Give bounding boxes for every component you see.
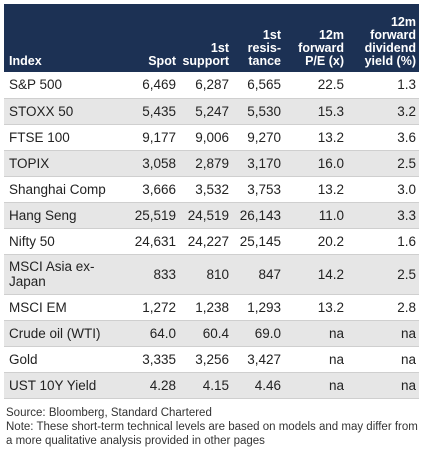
cell-index-name: Crude oil (WTI) <box>4 320 127 347</box>
cell-forward-pe: 13.2 <box>284 124 347 151</box>
header-spot: Spot <box>148 54 176 68</box>
cell-index-name: Hang Seng <box>4 202 127 229</box>
table-row: FTSE 100 9,177 9,006 9,270 13.2 3.6 <box>4 124 419 151</box>
table-row: Hang Seng 25,519 24,519 26,143 11.0 3.3 <box>4 202 419 229</box>
cell-first-support: 5,247 <box>179 98 232 125</box>
cell-first-support: 3,532 <box>179 176 232 203</box>
cell-spot: 9,177 <box>127 124 179 151</box>
cell-first-resistance: 3,170 <box>232 150 284 177</box>
cell-forward-dividend-yield: na <box>347 346 419 373</box>
header-forward-dividend-yield: 12m forward dividend yield (%) <box>364 15 416 68</box>
header-1st-resistance: 1st resis-tance <box>247 28 281 68</box>
cell-forward-dividend-yield: na <box>347 320 419 347</box>
cell-first-support: 3,256 <box>179 346 232 373</box>
header-index: Index <box>9 54 42 68</box>
cell-first-support: 9,006 <box>179 124 232 151</box>
cell-forward-pe: 20.2 <box>284 228 347 255</box>
cell-first-resistance: 5,530 <box>232 98 284 125</box>
cell-first-resistance: 3,427 <box>232 346 284 373</box>
cell-index-name: Shanghai Comp <box>4 176 127 203</box>
header-row: Index Spot 1st support 1st resis-tance 1… <box>4 4 419 72</box>
cell-index-name: STOXX 50 <box>4 98 127 125</box>
cell-first-support: 24,227 <box>179 228 232 255</box>
disclaimer-note: Note: These short-term technical levels … <box>6 421 418 447</box>
cell-spot: 24,631 <box>127 228 179 255</box>
cell-first-resistance: 4.46 <box>232 372 284 399</box>
cell-forward-pe: na <box>284 346 347 373</box>
cell-forward-pe: 14.2 <box>284 254 347 295</box>
cell-spot: 833 <box>127 254 179 295</box>
cell-first-support: 4.15 <box>179 372 232 399</box>
cell-index-name: MSCI Asia ex-Japan <box>4 254 127 295</box>
cell-first-resistance: 25,145 <box>232 228 284 255</box>
cell-first-support: 2,879 <box>179 150 232 177</box>
source-note: Source: Bloomberg, Standard Chartered <box>6 407 212 419</box>
table-row: Shanghai Comp 3,666 3,532 3,753 13.2 3.0 <box>4 176 419 203</box>
cell-first-resistance: 9,270 <box>232 124 284 151</box>
cell-forward-dividend-yield: 1.6 <box>347 228 419 255</box>
table-row: MSCI Asia ex-Japan 833 810 847 14.2 2.5 <box>4 254 419 295</box>
header-forward-pe: 12m forward P/E (x) <box>298 28 344 68</box>
cell-first-support: 24,519 <box>179 202 232 229</box>
cell-forward-dividend-yield: 3.2 <box>347 98 419 125</box>
cell-forward-dividend-yield: 3.6 <box>347 124 419 151</box>
table-row: S&P 500 6,469 6,287 6,565 22.5 1.3 <box>4 72 419 99</box>
index-levels-table: Index Spot 1st support 1st resis-tance 1… <box>4 4 419 399</box>
table-body: S&P 500 6,469 6,287 6,565 22.5 1.3 STOXX 50 5,4… <box>4 72 419 399</box>
table-row: Nifty 50 24,631 24,227 25,145 20.2 1.6 <box>4 228 419 255</box>
cell-forward-dividend-yield: 1.3 <box>347 72 419 99</box>
cell-forward-dividend-yield: 3.3 <box>347 202 419 229</box>
cell-spot: 4.28 <box>127 372 179 399</box>
header-1st-support: 1st support <box>182 41 229 68</box>
cell-index-name: S&P 500 <box>4 72 127 99</box>
table-row: UST 10Y Yield 4.28 4.15 4.46 na na <box>4 372 419 399</box>
cell-forward-pe: na <box>284 320 347 347</box>
table-row: Crude oil (WTI) 64.0 60.4 69.0 na na <box>4 320 419 347</box>
cell-index-name: Gold <box>4 346 127 373</box>
cell-forward-pe: 13.2 <box>284 294 347 321</box>
cell-first-support: 60.4 <box>179 320 232 347</box>
cell-spot: 5,435 <box>127 98 179 125</box>
cell-spot: 25,519 <box>127 202 179 229</box>
cell-spot: 3,058 <box>127 150 179 177</box>
cell-forward-dividend-yield: 3.0 <box>347 176 419 203</box>
cell-first-support: 810 <box>179 254 232 295</box>
table-row: STOXX 50 5,435 5,247 5,530 15.3 3.2 <box>4 98 419 125</box>
cell-spot: 64.0 <box>127 320 179 347</box>
cell-index-name: UST 10Y Yield <box>4 372 127 399</box>
cell-forward-dividend-yield: na <box>347 372 419 399</box>
cell-forward-pe: 13.2 <box>284 176 347 203</box>
cell-first-support: 1,238 <box>179 294 232 321</box>
cell-index-name: FTSE 100 <box>4 124 127 151</box>
cell-forward-pe: 11.0 <box>284 202 347 229</box>
cell-first-resistance: 6,565 <box>232 72 284 99</box>
cell-spot: 1,272 <box>127 294 179 321</box>
cell-forward-pe: 15.3 <box>284 98 347 125</box>
cell-first-resistance: 847 <box>232 254 284 295</box>
cell-forward-dividend-yield: 2.5 <box>347 150 419 177</box>
cell-forward-pe: na <box>284 372 347 399</box>
cell-spot: 6,469 <box>127 72 179 99</box>
table-row: Gold 3,335 3,256 3,427 na na <box>4 346 419 373</box>
cell-first-support: 6,287 <box>179 72 232 99</box>
cell-first-resistance: 26,143 <box>232 202 284 229</box>
cell-spot: 3,666 <box>127 176 179 203</box>
cell-spot: 3,335 <box>127 346 179 373</box>
cell-forward-pe: 16.0 <box>284 150 347 177</box>
cell-forward-pe: 22.5 <box>284 72 347 99</box>
cell-index-name: MSCI EM <box>4 294 127 321</box>
cell-index-name: TOPIX <box>4 150 127 177</box>
cell-index-name: Nifty 50 <box>4 228 127 255</box>
cell-first-resistance: 69.0 <box>232 320 284 347</box>
cell-first-resistance: 1,293 <box>232 294 284 321</box>
cell-forward-dividend-yield: 2.8 <box>347 294 419 321</box>
table-row: MSCI EM 1,272 1,238 1,293 13.2 2.8 <box>4 294 419 321</box>
table-row: TOPIX 3,058 2,879 3,170 16.0 2.5 <box>4 150 419 177</box>
cell-forward-dividend-yield: 2.5 <box>347 254 419 295</box>
cell-first-resistance: 3,753 <box>232 176 284 203</box>
